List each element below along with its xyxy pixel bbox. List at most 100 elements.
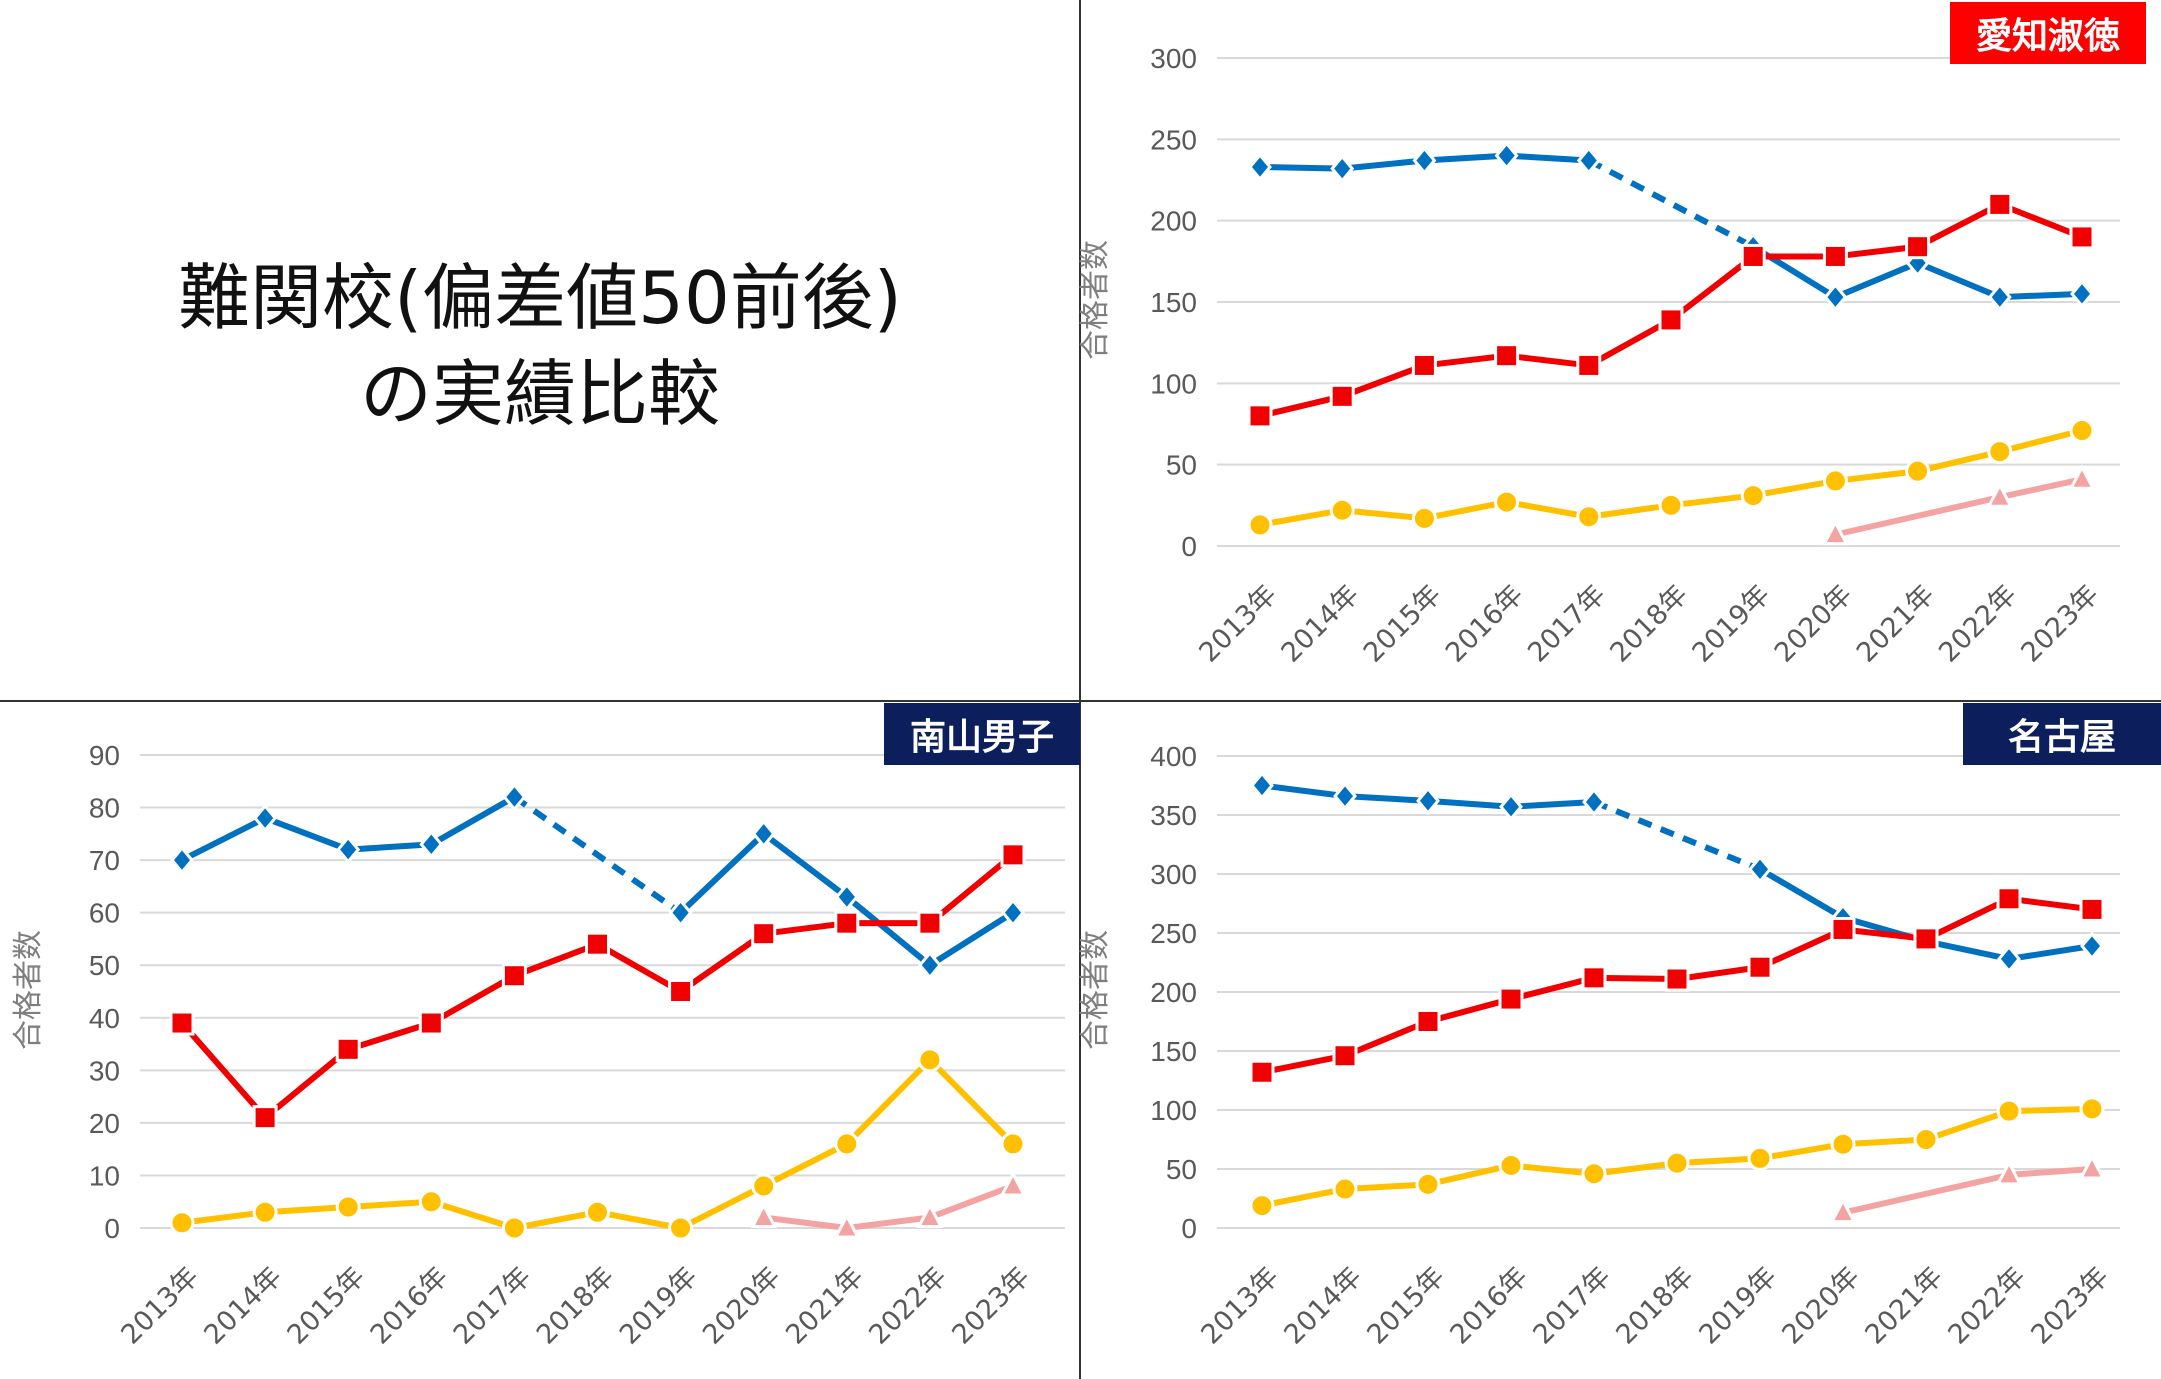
data-point-diamond (1330, 154, 1355, 183)
series-line-segment (1996, 201, 2085, 240)
y-tick-label: 30 (89, 1055, 120, 1086)
data-point-circle (1498, 1152, 1524, 1178)
data-point-square (1576, 352, 1602, 378)
x-tick-label: 2017年 (1527, 1261, 1617, 1351)
data-point-square (252, 1105, 278, 1131)
y-tick-label: 150 (1150, 287, 1197, 318)
series-line-segment (1996, 476, 2085, 501)
data-point-diamond (502, 782, 527, 812)
y-tick-label: 0 (1181, 531, 1197, 562)
series-line-segment (594, 941, 684, 995)
data-point-circle (2079, 1096, 2105, 1122)
x-tick-label: 2014年 (1278, 1261, 1368, 1351)
x-tick-label: 2019年 (614, 1261, 704, 1351)
data-point-triangle (1821, 519, 1849, 546)
data-point-circle (1822, 468, 1848, 494)
data-point-diamond (1250, 771, 1274, 800)
series-line-segment (262, 1203, 352, 1216)
data-point-square (1411, 352, 1437, 378)
data-point-square (1913, 926, 1939, 952)
data-point-diamond (751, 819, 776, 849)
series-line-segment (428, 794, 518, 848)
series-line-segment (2006, 942, 2095, 962)
data-point-circle (335, 1194, 361, 1220)
series-line-segment (511, 1209, 601, 1231)
data-point-diamond (834, 882, 859, 912)
series-line-segment (1592, 799, 1762, 873)
x-tick-label: 2023年 (2025, 1261, 2115, 1351)
data-point-diamond (1001, 898, 1025, 928)
y-tick-label: 50 (89, 950, 120, 981)
series-line-segment (594, 1209, 684, 1231)
data-point-circle (1740, 483, 1766, 509)
data-point-square (1000, 842, 1026, 868)
data-point-circle (834, 1131, 860, 1157)
data-point-square (1332, 1043, 1358, 1069)
data-point-circle (1332, 1176, 1358, 1202)
x-tick-label: 2023年 (2015, 579, 2105, 669)
series-line-segment (1425, 1162, 1514, 1188)
data-point-circle (1905, 458, 1931, 484)
data-point-diamond (2080, 931, 2104, 961)
series-line-segment (1832, 243, 1921, 260)
series-line-segment (1339, 362, 1428, 400)
series-line-segment (1591, 1160, 1680, 1177)
y-tick-label: 200 (1150, 206, 1197, 237)
data-point-circle (252, 1199, 278, 1225)
x-tick-label: 2016年 (1444, 1261, 1534, 1351)
data-point-square (1740, 243, 1766, 269)
data-point-square (1498, 986, 1524, 1012)
x-tick-label: 2017年 (448, 1261, 538, 1351)
data-point-triangle (2068, 464, 2096, 490)
series-line-segment (262, 1046, 352, 1121)
data-point-square (1494, 343, 1520, 369)
series-line-segment (1257, 507, 1346, 528)
series-line-segment (1421, 352, 1510, 369)
data-point-diamond (1823, 282, 1848, 312)
series-line-segment (1421, 499, 1510, 522)
y-tick-label: 300 (1150, 859, 1197, 890)
data-point-circle (1576, 504, 1602, 530)
series-line-segment (1508, 974, 1597, 1003)
data-point-circle (1987, 439, 2013, 465)
series-line-segment (1339, 157, 1428, 172)
series-line-segment (1425, 996, 1514, 1025)
x-tick-label: 2022年 (863, 1261, 953, 1351)
series-line-segment (511, 941, 601, 979)
series-line-segment (760, 1140, 850, 1189)
x-tick-label: 2021年 (780, 1261, 870, 1351)
x-tick-label: 2023年 (946, 1261, 1036, 1351)
series-line-segment (1342, 1018, 1431, 1059)
data-point-circle (1913, 1127, 1939, 1152)
data-point-circle (1411, 505, 1437, 531)
x-tick-label: 2018年 (1604, 579, 1694, 669)
data-point-square (1415, 1009, 1441, 1034)
x-tick-label: 2017年 (1522, 579, 1612, 669)
x-tick-label: 2018年 (531, 1261, 621, 1351)
data-point-circle (501, 1215, 527, 1241)
chart-0: 050100150200250300合格者数2013年2014年2015年201… (1078, 43, 2120, 669)
series-line-segment (1508, 799, 1597, 810)
series-line-segment (1674, 964, 1763, 983)
data-point-diamond (419, 830, 444, 859)
data-point-diamond (917, 950, 942, 980)
data-point-circle (585, 1199, 610, 1225)
y-tick-label: 350 (1150, 800, 1197, 831)
series-line-segment (179, 815, 269, 864)
data-point-circle (1747, 1145, 1773, 1171)
series-line-segment (1832, 494, 2003, 538)
y-tick-label: 200 (1150, 977, 1197, 1008)
x-tick-label: 2013年 (115, 1261, 205, 1351)
x-tick-label: 2014年 (1276, 579, 1366, 669)
series-line-segment (1914, 201, 2003, 250)
data-point-square (751, 921, 777, 947)
x-tick-label: 2018年 (1610, 1261, 1700, 1351)
y-tick-label: 100 (1150, 368, 1197, 399)
series-line-segment (1259, 1052, 1348, 1076)
series-line-segment (1503, 352, 1592, 369)
data-point-triangle (1986, 481, 2014, 508)
data-point-square (834, 910, 860, 936)
series-line-segment (179, 1209, 269, 1226)
series-line-segment (1840, 926, 1929, 942)
